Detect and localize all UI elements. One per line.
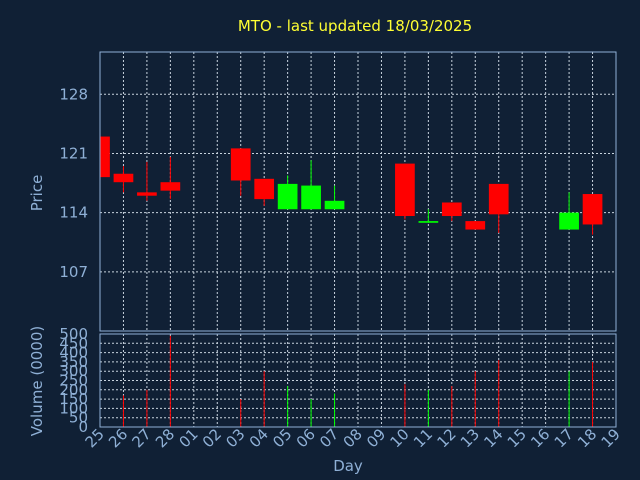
x-tick-label: 13 [457,425,483,451]
x-tick-label: 07 [316,425,342,451]
x-tick-label: 18 [574,425,600,451]
x-tick-label: 08 [340,425,366,451]
x-tick-label: 17 [551,425,577,451]
candle-body [137,192,157,196]
volume-tick-label: 0 [78,418,88,436]
candle-body [230,148,251,181]
price-tick-label: 107 [59,263,88,281]
x-tick-label: 26 [105,425,131,451]
candle-body [488,183,509,215]
volume-axis-label: Volume (0000) [28,326,46,436]
candle-body [395,163,415,217]
volume-tick-label: 350 [59,353,88,371]
x-tick-label: 09 [363,425,389,451]
chart-title: MTO - last updated 18/03/2025 [238,17,472,35]
x-tick-label: 04 [246,425,272,451]
x-tick-label: 14 [480,425,506,451]
grid-lines [100,52,616,427]
price-panel-frame [99,51,617,332]
volume-tick-label: 300 [59,362,88,380]
candle-body [418,221,439,223]
candle-body [559,212,579,230]
price-tick-label: 121 [59,144,88,162]
volume-tick-label: 400 [59,344,88,362]
x-tick-label: 27 [129,425,155,451]
volume-panel-frame [99,333,617,428]
x-tick-label: 05 [269,425,295,451]
candle-body [582,194,603,225]
candle-body [160,182,181,191]
x-axis-label: Day [333,457,363,475]
volume-tick-label: 200 [59,381,88,399]
volume-tick-label: 250 [59,372,88,390]
price-tick-label: 128 [59,85,88,103]
x-tick-label: 02 [199,425,225,451]
x-tick-label: 10 [387,425,413,451]
candle-body [113,173,134,183]
price-tick-label: 114 [59,204,88,222]
candle-body [254,178,275,200]
tick-labels: 1071141211280501001502002503003504004505… [59,85,623,451]
x-tick-label: 01 [175,425,201,451]
candle-body [100,136,110,178]
candle-body [301,185,321,210]
volume-tick-label: 150 [59,390,88,408]
x-tick-label: 28 [152,425,178,451]
volume-tick-label: 100 [59,399,88,417]
x-tick-label: 12 [433,425,459,451]
candle-body [277,183,298,210]
x-tick-label: 06 [293,425,319,451]
chart-marks [99,136,603,427]
x-tick-label: 03 [222,425,248,451]
volume-tick-label: 500 [59,325,88,343]
x-tick-label: 16 [527,425,553,451]
x-tick-label: 11 [410,425,436,451]
candle-body [441,202,462,217]
candle-body [324,200,345,210]
x-tick-label: 15 [504,425,530,451]
price-axis-label: Price [28,175,46,212]
candle-body [465,221,486,230]
volume-tick-label: 450 [59,334,88,352]
volume-tick-label: 50 [69,409,88,427]
x-tick-label: 19 [598,425,624,451]
